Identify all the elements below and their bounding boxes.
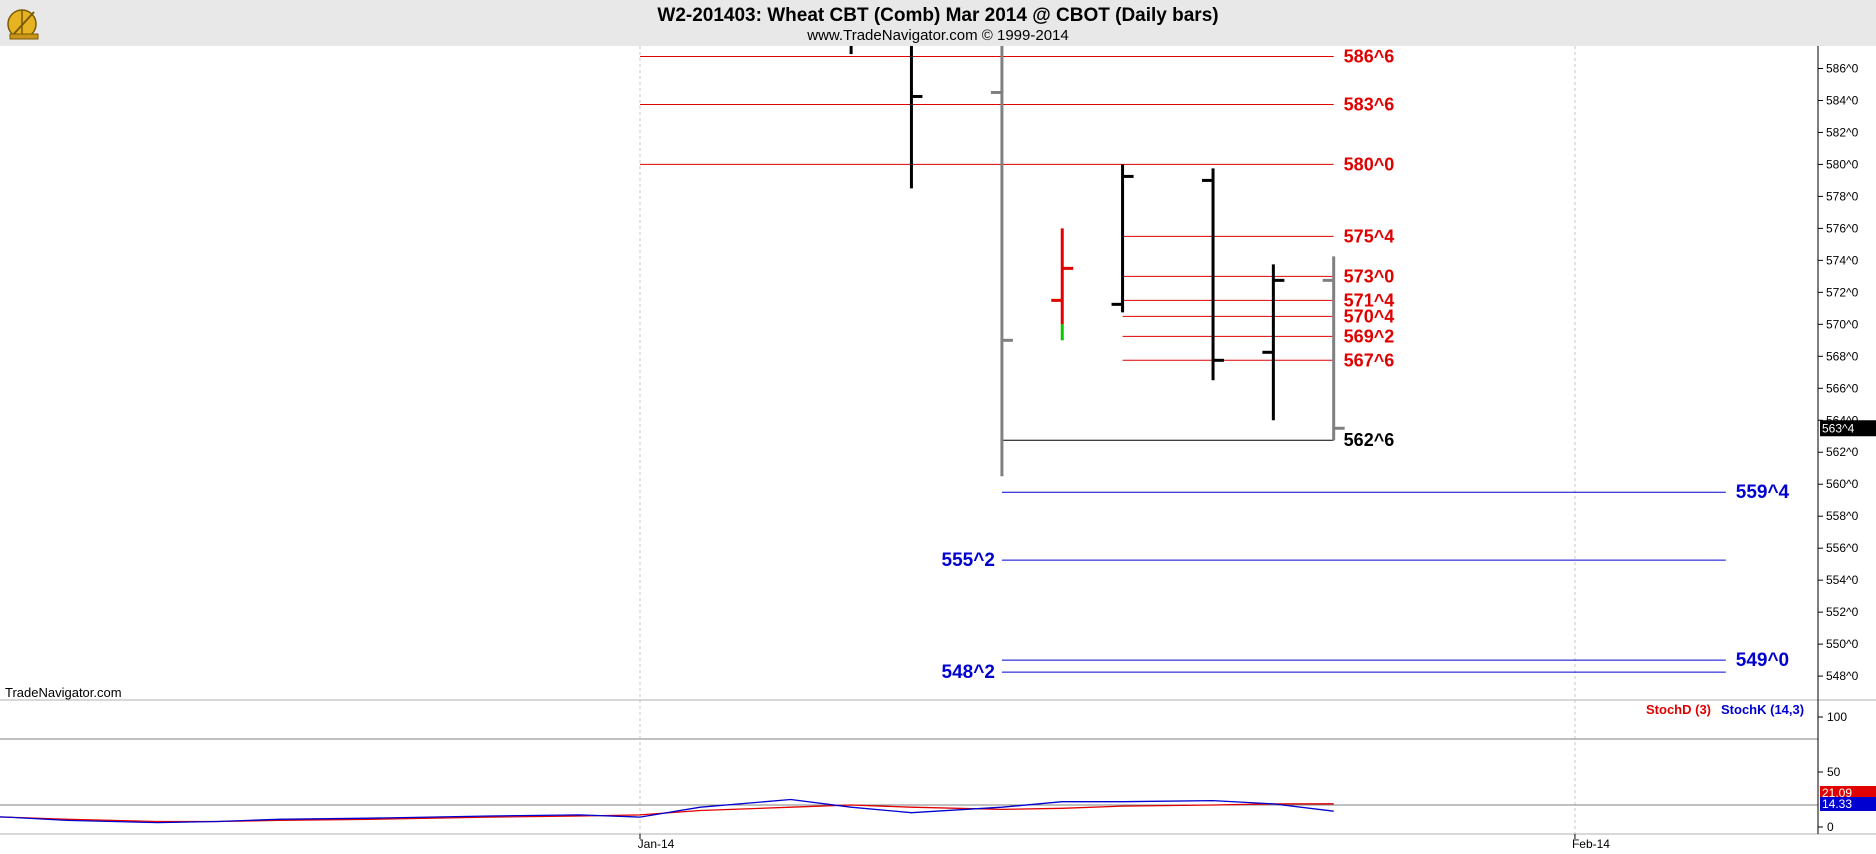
level-label: 567^6 [1344,350,1395,370]
price-tick-label: 580^0 [1826,157,1859,171]
level-label: 583^6 [1344,94,1395,114]
level-label: 575^4 [1344,226,1395,246]
price-axis: 586^0 584^0 582^0 580^0 578^0 576^0 574^0 572^0… [1818,61,1859,683]
level-label: 548^2 [942,662,995,683]
level-label: 571^4 [1344,290,1395,310]
price-tick-label: 548^0 [1826,669,1859,683]
price-tick-label: 568^0 [1826,349,1859,363]
stochastic-threshold-lines [0,738,1818,806]
stochastic-axis: 100 50 0 [1818,710,1847,834]
chart-subtitle: www.TradeNavigator.com © 1999-2014 [806,27,1068,44]
price-tick-label: 562^0 [1826,445,1859,459]
last-price-tag: 563^4 [1820,420,1876,437]
stochastic-last-value-box [1820,786,1876,800]
price-tick-label: 552^0 [1826,605,1859,619]
last-price-box [1820,420,1876,437]
price-tick-label: 582^0 [1826,125,1859,139]
level-label: 569^2 [1344,326,1395,346]
date-axis: Jan-14 Feb-14 [638,834,1610,851]
date-tick-label: Jan-14 [638,837,675,851]
price-tick-label: 572^0 [1826,285,1859,299]
price-tick-label: 578^0 [1826,189,1859,203]
level-label: 573^0 [1344,266,1395,286]
price-tick-label: 574^0 [1826,253,1859,267]
price-tick-label: 586^0 [1826,61,1859,75]
level-label: 586^6 [1344,46,1395,66]
stochastic-last-value-label: 14.33 [1822,797,1852,811]
sextant-logo-icon [7,9,39,40]
price-panel-frame [0,46,1818,700]
price-tick-label: 556^0 [1826,541,1859,555]
price-tick-label: 570^0 [1826,317,1859,331]
level-lines: 586^6 583^6 580^0 575^4 573^0 571^4570^4569^2… [640,46,1790,683]
stochastic-series-line [0,798,1334,824]
stochastic-panel: 100 50 0 StochD (3) StochK (14,3) 21.0914.3… [0,702,1876,834]
stochastic-tick-label: 0 [1827,820,1834,834]
level-label: 555^2 [942,550,995,571]
level-label: 549^0 [1736,650,1789,671]
price-tick-label: 576^0 [1826,221,1859,235]
price-tick-label: 558^0 [1826,509,1859,523]
stochastic-lines [0,798,1334,824]
level-label: 570^4 [1344,306,1395,326]
last-price-label: 563^4 [1822,421,1855,435]
date-gridlines [639,46,1576,834]
stochastic-last-value-label: 21.09 [1822,786,1852,800]
date-tick-label: Feb-14 [1572,837,1610,851]
price-tick-label: 584^0 [1826,93,1859,107]
header-background [0,0,1876,46]
stochastic-tick-label: 100 [1827,710,1847,724]
stochastic-last-value-box [1820,797,1876,811]
stochastic-legend-entry: StochD (3) [1646,702,1711,717]
price-tick-label: 560^0 [1826,477,1859,491]
price-tick-label: 550^0 [1826,637,1859,651]
level-label: 580^0 [1344,154,1395,174]
ohlc-bars [849,46,1345,477]
level-label: 562^6 [1344,430,1395,450]
chart-title: W2-201403: Wheat CBT (Comb) Mar 2014 @ C… [657,5,1218,26]
watermark: TradeNavigator.com [5,685,122,700]
price-tick-label: 554^0 [1826,573,1859,587]
stochastic-tick-label: 50 [1827,765,1841,779]
price-panel: 586^6 583^6 580^0 575^4 573^0 571^4570^4569^2… [0,46,1876,834]
price-tick-label: 566^0 [1826,381,1859,395]
stochastic-legend: StochD (3) StochK (14,3) [1646,702,1804,717]
level-label: 559^4 [1736,482,1790,503]
stochastic-legend-entry: StochK (14,3) [1721,702,1804,717]
